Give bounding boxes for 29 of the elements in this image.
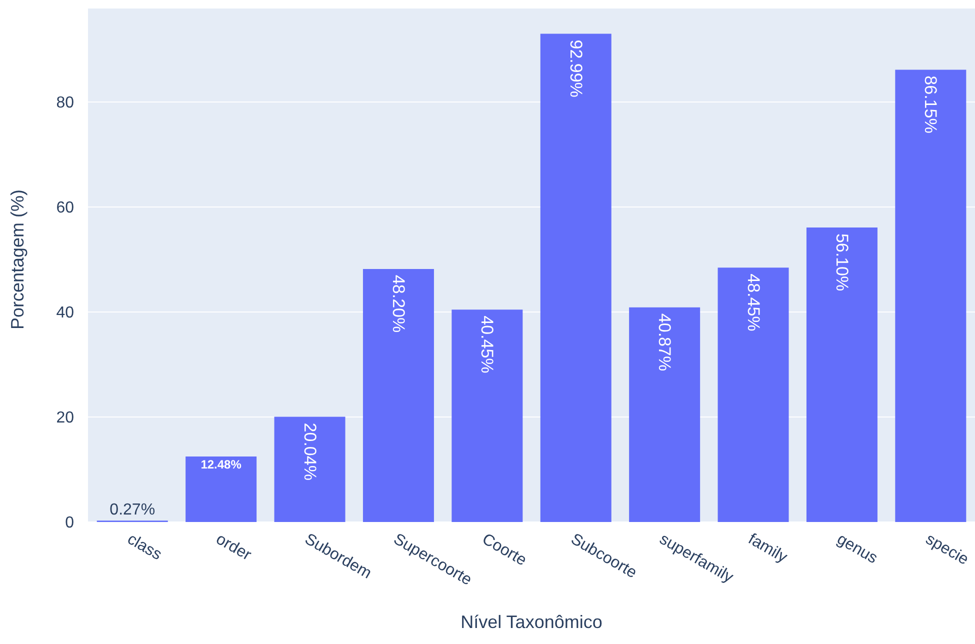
- bar: [362, 268, 434, 522]
- bar: [540, 34, 612, 522]
- y-tick-label: 60: [56, 200, 74, 217]
- data-label: 48.45%: [744, 274, 763, 332]
- y-tick-label: 20: [56, 410, 74, 427]
- data-label: 12.48%: [200, 457, 242, 472]
- data-label: 20.04%: [300, 422, 320, 480]
- data-label: 40.87%: [655, 313, 674, 372]
- x-tick-label: class: [124, 530, 164, 564]
- x-tick-label: genus: [834, 530, 880, 568]
- bar: [718, 268, 789, 522]
- data-label: 48.20%: [388, 274, 408, 333]
- bar: [186, 456, 257, 522]
- bar: [452, 310, 523, 522]
- bar: [806, 227, 878, 522]
- y-tick-label: 0: [65, 514, 74, 532]
- data-label: 56.10%: [832, 233, 852, 292]
- y-tick-label: 40: [56, 304, 74, 322]
- x-tick-label: order: [213, 530, 254, 564]
- y-axis-title: Porcentagem (%): [8, 188, 28, 332]
- bar: [629, 307, 700, 522]
- bar: [274, 416, 346, 522]
- data-label: 86.15%: [921, 76, 940, 134]
- data-label: 92.99%: [566, 40, 586, 98]
- y-tick-label: 80: [56, 94, 74, 112]
- data-label: 0.27%: [110, 502, 156, 519]
- bar: [895, 70, 966, 522]
- x-axis-title: Nível Taxonômico: [460, 612, 604, 633]
- data-label: 40.45%: [478, 316, 497, 374]
